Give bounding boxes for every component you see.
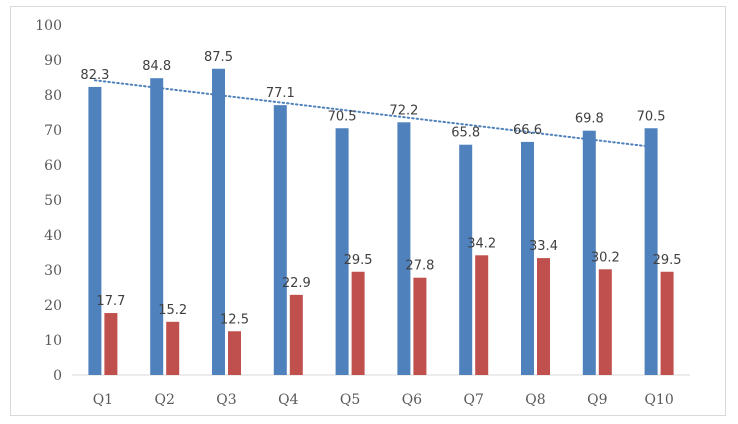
x-tick-label: Q6 (402, 392, 422, 408)
y-tick-label: 20 (44, 298, 62, 314)
bar-series-2 (660, 271, 674, 375)
x-tick-label: Q10 (644, 392, 673, 408)
data-label-series-2: 29.5 (344, 253, 373, 268)
bar-series-1 (644, 128, 658, 375)
bar-series-2 (537, 258, 550, 375)
y-tick-label: 10 (44, 333, 62, 349)
y-tick-label: 30 (44, 263, 62, 279)
y-tick-label: 0 (53, 368, 62, 384)
bar-series-1 (88, 86, 102, 375)
bar-series-1 (459, 144, 473, 375)
bar-series-1 (212, 68, 225, 375)
data-label-series-1: 82.3 (80, 68, 109, 83)
data-label-series-1: 70.5 (637, 109, 666, 124)
x-tick-label: Q3 (216, 392, 236, 408)
bar-series-1 (397, 122, 411, 375)
x-tick-label: Q5 (340, 392, 360, 408)
data-label-series-1: 77.1 (266, 86, 295, 101)
bar-series-2 (289, 294, 303, 375)
bar-series-2 (228, 331, 241, 375)
data-label-series-1: 84.8 (142, 59, 171, 74)
bar-series-2 (598, 269, 612, 375)
bar-series-1 (335, 128, 349, 375)
bar-series-2 (413, 277, 427, 375)
bar-series-2 (166, 321, 180, 375)
bar-series-1 (273, 105, 287, 376)
x-tick-label: Q9 (587, 392, 607, 408)
x-tick-label: Q1 (93, 392, 113, 408)
bar-series-1 (150, 78, 164, 375)
x-tick-label: Q7 (464, 392, 484, 408)
bar-series-2 (104, 313, 118, 375)
x-tick-label: Q2 (155, 392, 175, 408)
data-label-series-2: 22.9 (282, 276, 311, 291)
y-tick-label: 90 (44, 53, 62, 69)
y-tick-label: 40 (44, 228, 62, 244)
data-label-series-1: 87.5 (204, 50, 233, 65)
data-label-series-2: 12.5 (220, 312, 249, 327)
data-label-series-2: 30.2 (591, 250, 620, 265)
x-tick-label: Q4 (278, 392, 298, 408)
data-label-series-2: 34.2 (467, 236, 496, 251)
data-label-series-2: 17.7 (96, 294, 125, 309)
data-label-series-1: 69.8 (575, 112, 604, 127)
y-tick-label: 60 (44, 158, 62, 174)
y-tick-label: 70 (44, 123, 62, 139)
bar-series-2 (475, 255, 489, 375)
data-label-series-1: 70.5 (328, 109, 357, 124)
data-label-series-2: 33.4 (529, 239, 558, 254)
data-label-series-2: 15.2 (158, 303, 187, 318)
bar-series-1 (582, 130, 596, 375)
data-label-series-1: 72.2 (389, 103, 418, 118)
y-tick-label: 50 (44, 193, 62, 209)
y-tick-label: 80 (44, 88, 62, 104)
bar-series-1 (521, 141, 534, 375)
data-label-series-1: 65.8 (451, 126, 480, 141)
y-tick-label: 100 (35, 18, 62, 34)
bar-series-2 (351, 271, 365, 375)
x-tick-label: Q8 (525, 392, 545, 408)
data-label-series-2: 27.8 (405, 259, 434, 274)
trendline (93, 79, 653, 148)
data-label-series-2: 29.5 (653, 253, 682, 268)
data-label-series-1: 66.6 (513, 123, 542, 138)
